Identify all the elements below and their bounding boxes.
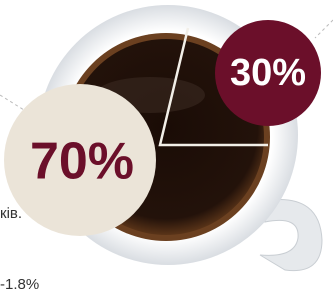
connector — [315, 20, 333, 38]
text-fragment: ків. — [0, 205, 22, 222]
callout-label: 70% — [30, 133, 134, 191]
infographic: 30% 70% ків. -1.8% — [0, 0, 333, 294]
callout-label: 30% — [230, 52, 306, 94]
text-fragment: -1.8% — [0, 276, 39, 293]
